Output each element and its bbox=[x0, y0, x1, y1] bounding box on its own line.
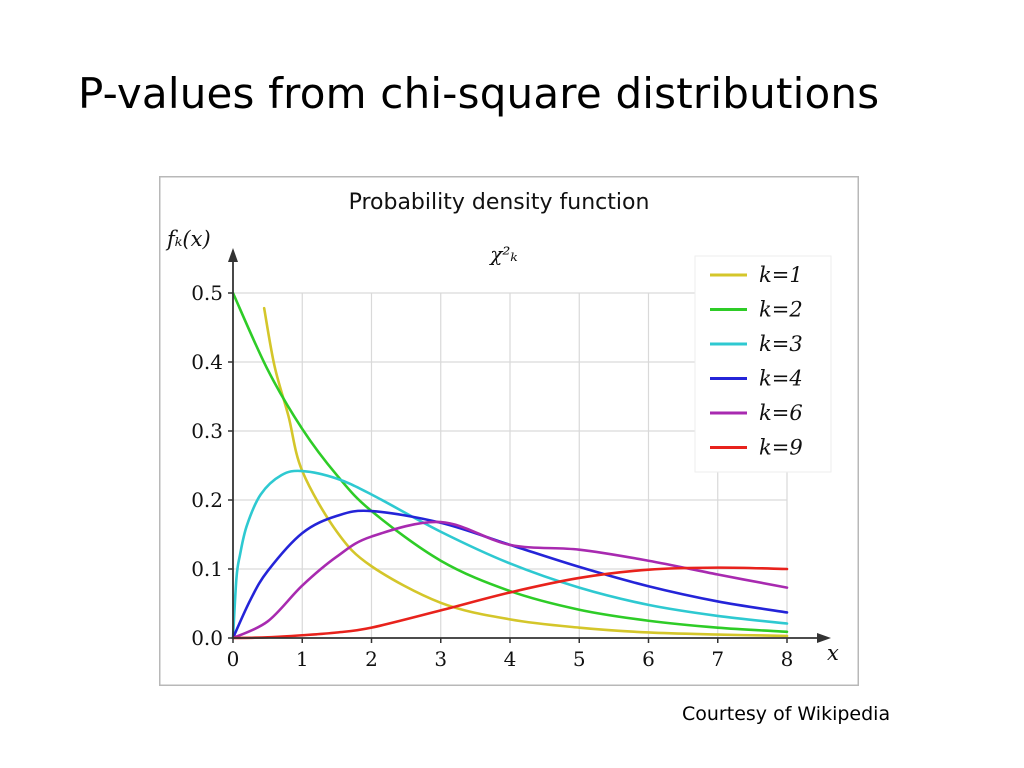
credit-text: Courtesy of Wikipedia bbox=[682, 703, 891, 725]
y-axis-label: fₖ(x) bbox=[165, 227, 211, 251]
legend-label-k9: k=9 bbox=[759, 436, 803, 460]
series-line-k3 bbox=[231, 469, 789, 640]
slide-title: P-values from chi-square distributions bbox=[78, 69, 880, 118]
legend-label-k3: k=3 bbox=[759, 332, 803, 356]
x-tick-label: 0 bbox=[227, 647, 240, 671]
x-tick-label: 7 bbox=[711, 647, 724, 671]
legend-box bbox=[694, 255, 832, 473]
grid bbox=[233, 292, 788, 638]
chart-subtitle: χ²ₖ bbox=[488, 242, 517, 266]
chart-frame: 0 1 2 3 4 5 6 7 8 0.0 0.1 0.2 0.3 0.4 0.5 Probability … bbox=[159, 176, 859, 686]
series-lines bbox=[231, 291, 789, 640]
x-tick-label: 3 bbox=[434, 647, 447, 671]
legend-label-k1: k=1 bbox=[759, 263, 803, 287]
x-tick-label: 1 bbox=[296, 647, 309, 671]
series-line-k9 bbox=[231, 566, 789, 640]
y-tick-label: 0.5 bbox=[191, 281, 223, 305]
y-tick-label: 0.0 bbox=[191, 626, 223, 650]
x-tick-label: 4 bbox=[504, 647, 517, 671]
series-line-k6 bbox=[231, 520, 789, 640]
chi-square-pdf-chart: 0 1 2 3 4 5 6 7 8 0.0 0.1 0.2 0.3 0.4 0.5 Probability … bbox=[159, 176, 859, 686]
series-line-k2 bbox=[231, 291, 789, 634]
y-tick-label: 0.3 bbox=[191, 419, 223, 443]
x-tick-label: 5 bbox=[573, 647, 586, 671]
y-tick-label: 0.1 bbox=[191, 557, 223, 581]
x-axis-label: x bbox=[827, 641, 839, 665]
legend-label-k2: k=2 bbox=[759, 298, 803, 322]
x-tick-label: 6 bbox=[642, 647, 655, 671]
y-tick-label: 0.2 bbox=[191, 488, 223, 512]
chart-title: Probability density function bbox=[349, 190, 650, 215]
y-tick-label: 0.4 bbox=[191, 350, 223, 374]
series-line-k4 bbox=[231, 509, 789, 640]
axes bbox=[228, 248, 831, 643]
y-axis-arrow bbox=[228, 248, 238, 262]
series-line-k1 bbox=[262, 306, 789, 638]
legend-label-k6: k=6 bbox=[759, 401, 803, 425]
x-tick-label: 8 bbox=[781, 647, 794, 671]
legend-label-k4: k=4 bbox=[759, 367, 803, 391]
x-tick-label: 2 bbox=[365, 647, 378, 671]
x-axis-arrow bbox=[817, 633, 831, 643]
tick-labels: 0 1 2 3 4 5 6 7 8 0.0 0.1 0.2 0.3 0.4 0.5 bbox=[191, 281, 793, 671]
legend: k=1 k=2 k=3 k=4 k=6 k=9 bbox=[694, 255, 832, 473]
